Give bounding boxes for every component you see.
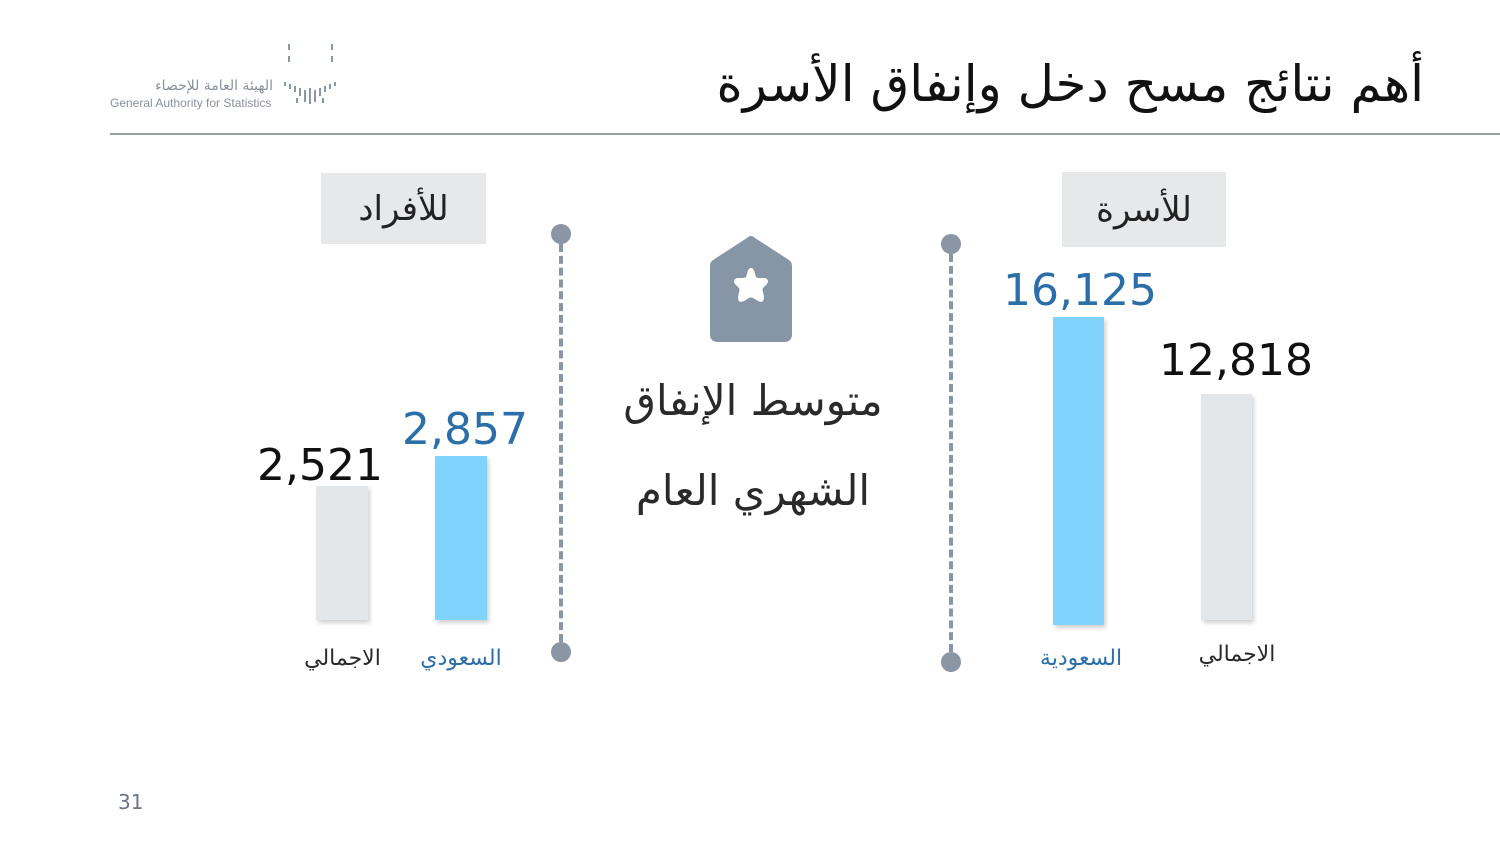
household-label: للأسرة (1062, 172, 1226, 247)
gastat-logo-icon (282, 44, 336, 110)
logo-arabic-text: الهيئة العامة للإحصاء (155, 78, 273, 94)
timeline-dot-top-left (551, 224, 571, 244)
individuals-saudi-bar (435, 456, 487, 620)
household-saudi-category: السعودية (1039, 646, 1123, 671)
timeline-dot-bottom-right (941, 652, 961, 672)
household-total-value: 12,818 (1159, 335, 1313, 386)
timeline-dot-top-right (941, 234, 961, 254)
individuals-label: للأفراد (321, 173, 486, 244)
individuals-saudi-category: السعودي (420, 646, 502, 671)
household-saudi-bar (1053, 317, 1104, 625)
timeline-dot-bottom-left (551, 642, 571, 662)
center-title-line2: الشهري العام (635, 466, 871, 515)
individuals-label-text: للأفراد (358, 188, 449, 229)
household-total-category: الاجمالي (1198, 642, 1276, 667)
individuals-total-value: 2,521 (257, 440, 383, 491)
household-saudi-value: 16,125 (1003, 265, 1157, 316)
individuals-total-bar (316, 486, 368, 620)
individuals-saudi-value: 2,857 (402, 404, 528, 455)
page-title: أهم نتائج مسح دخل وإنفاق الأسرة (716, 55, 1425, 113)
page-number: 31 (118, 790, 144, 814)
household-total-bar (1201, 394, 1252, 620)
header-divider (110, 133, 1500, 135)
center-title-line1: متوسط الإنفاق (623, 376, 883, 425)
household-label-text: للأسرة (1096, 189, 1192, 230)
dashed-divider-left (559, 244, 563, 642)
dashed-divider-right (949, 254, 953, 652)
house-star-icon (709, 234, 793, 343)
logo-english-text: General Authority for Statistics (110, 96, 272, 110)
individuals-total-category: الاجمالي (304, 646, 381, 671)
